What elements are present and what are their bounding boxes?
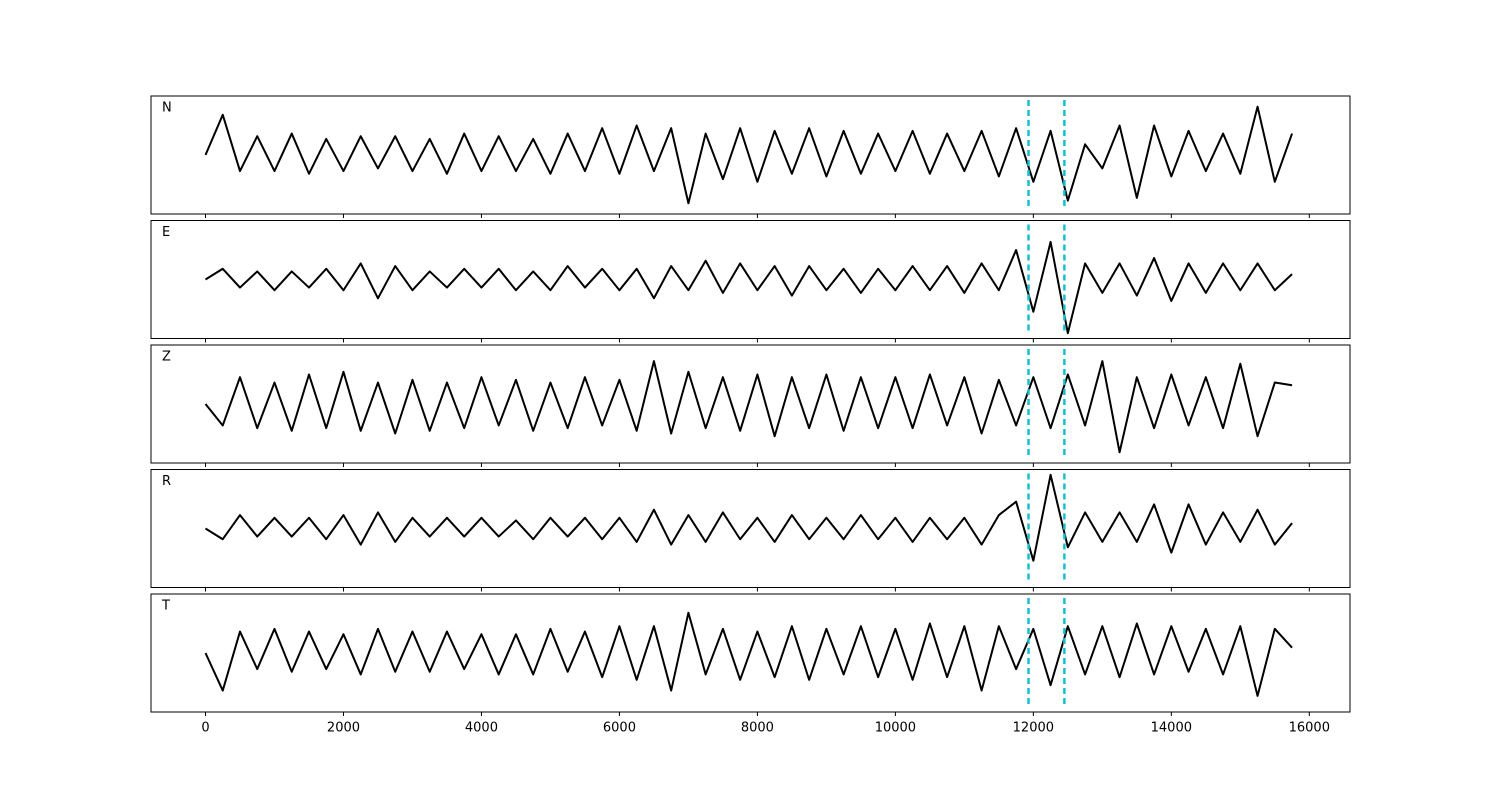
- x-tick-label: 12000: [1013, 721, 1054, 736]
- trace: [204, 611, 1293, 697]
- x-tick-label: 16000: [1289, 721, 1330, 736]
- axes-frame: [150, 95, 1351, 215]
- channel-label: Z: [162, 350, 171, 365]
- x-tick-label: 4000: [465, 721, 498, 736]
- trace: [204, 105, 1293, 205]
- channel-label: T: [161, 599, 170, 614]
- x-tick-label: 8000: [741, 721, 774, 736]
- axes-frame: [150, 220, 1351, 339]
- x-tick-label: 14000: [1151, 721, 1192, 736]
- x-tick-label: 0: [201, 721, 209, 736]
- trace: [204, 360, 1293, 454]
- trace: [204, 240, 1293, 335]
- channel-label: R: [162, 474, 171, 489]
- axes-frame: [150, 344, 1351, 464]
- channel-label: E: [162, 225, 170, 240]
- axes-frame: [150, 593, 1351, 713]
- x-tick-label: 10000: [875, 721, 916, 736]
- x-tick-label: 2000: [327, 721, 360, 736]
- x-tick-label: 6000: [603, 721, 636, 736]
- trace: [204, 473, 1293, 562]
- channel-label: N: [162, 101, 172, 116]
- axes-frame: [150, 469, 1351, 588]
